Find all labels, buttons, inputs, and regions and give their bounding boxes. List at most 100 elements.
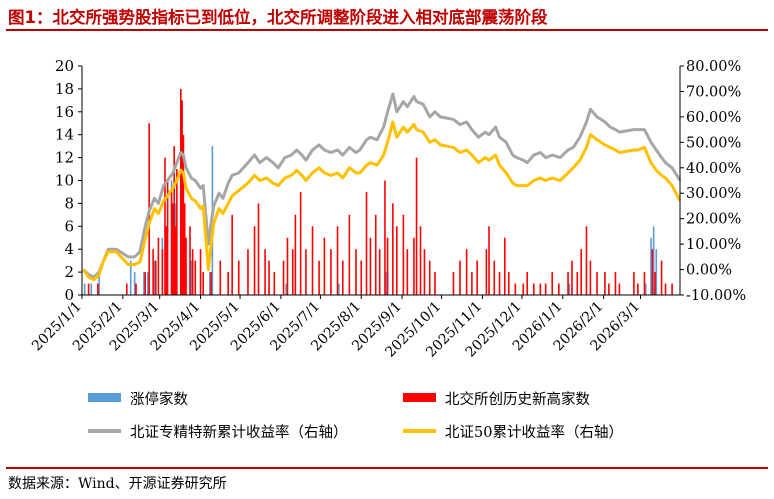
bar <box>323 237 326 295</box>
bar <box>644 283 647 295</box>
y-left-tick-label: 6 <box>64 217 74 235</box>
bar <box>571 260 573 295</box>
bar <box>285 283 287 295</box>
bar <box>185 237 187 295</box>
bar <box>633 272 635 295</box>
bar <box>576 272 579 295</box>
bar <box>618 283 621 295</box>
bar <box>83 283 86 295</box>
bar <box>452 272 455 295</box>
bar <box>532 283 535 295</box>
title-divider <box>6 29 768 31</box>
bar <box>336 226 339 295</box>
y-right-tick-label: 10.00% <box>686 237 741 253</box>
y-right-tick-label: -10.00% <box>686 288 746 304</box>
y-left-tick-label: 18 <box>55 80 74 98</box>
bar <box>342 260 344 295</box>
bar <box>125 283 128 295</box>
bar <box>459 260 461 295</box>
bar <box>385 272 388 295</box>
line-series-group <box>82 92 682 282</box>
bar <box>355 249 357 295</box>
bar <box>135 283 137 295</box>
y-left-tick-label: 2 <box>64 263 74 281</box>
bar <box>190 260 193 295</box>
legend-label-up-limit: 涨停家数 <box>130 392 188 408</box>
y-left-tick-label: 14 <box>55 126 74 144</box>
bar <box>286 237 289 295</box>
bar <box>589 260 592 295</box>
bar <box>374 214 377 295</box>
legend-swatch-specialized-index <box>88 429 121 433</box>
bar <box>133 272 136 295</box>
bar <box>493 260 496 295</box>
bar <box>413 237 415 295</box>
y-left-tick-label: 20 <box>55 57 74 75</box>
legend-label-bj50: 北证50累计收益率（右轴） <box>445 425 623 441</box>
bar <box>189 226 191 295</box>
bar <box>522 283 525 295</box>
y-right-tick-label: 60.00% <box>686 110 741 126</box>
bar <box>219 260 222 295</box>
bar <box>253 226 256 295</box>
bar <box>191 249 194 295</box>
chart-canvas: 0 2 4 6 8 10 12 14 16 18 20 -10.00% 0.00% 10.00% 20.00… <box>29 57 746 361</box>
bar <box>660 260 663 295</box>
bar <box>291 249 294 295</box>
bar <box>348 214 351 295</box>
bar <box>153 260 156 295</box>
bar <box>161 249 164 295</box>
legend-swatch-up-limit <box>88 393 121 402</box>
y-right-tick-label: 30.00% <box>686 186 741 202</box>
legend-label-specialized-index: 北证专精特新累计收益率（右轴） <box>130 425 348 441</box>
y-left-tick-label: 10 <box>55 172 74 190</box>
bar <box>526 272 529 295</box>
bar <box>504 237 506 295</box>
bar <box>671 283 673 295</box>
bar <box>208 272 211 295</box>
bar <box>604 272 606 295</box>
y-left-tick-label: 4 <box>64 240 74 258</box>
bar <box>202 272 204 295</box>
y-right-tick-label: 70.00% <box>686 84 741 100</box>
bar <box>210 272 212 295</box>
bar <box>305 249 307 295</box>
bar <box>97 283 99 295</box>
bar <box>423 249 426 295</box>
bar <box>544 283 547 295</box>
legend-swatch-bj50 <box>403 429 436 433</box>
y-right-tick-label: 80.00% <box>686 59 741 75</box>
bar <box>165 226 168 295</box>
bar <box>485 249 488 295</box>
bar <box>273 272 276 295</box>
bar <box>181 100 183 295</box>
bar <box>396 226 398 295</box>
bar <box>194 260 197 295</box>
bar <box>498 272 501 295</box>
bar <box>237 260 240 295</box>
bar <box>596 272 598 295</box>
bar <box>378 249 381 295</box>
axes-group: 0 2 4 6 8 10 12 14 16 18 20 -10.00% 0.00% 10.00% 20.00… <box>29 57 746 361</box>
bar <box>567 272 569 295</box>
y-right-tick-label: 50.00% <box>686 135 741 151</box>
bar <box>174 226 177 295</box>
bar <box>585 226 588 295</box>
bar <box>176 169 178 295</box>
bar <box>655 249 658 295</box>
bar <box>580 249 583 295</box>
bar <box>651 249 654 295</box>
bar <box>87 283 90 295</box>
bar <box>338 283 340 295</box>
legend-label-new-high: 北交所创历史新高家数 <box>445 392 590 408</box>
bar <box>164 157 166 295</box>
bar <box>172 203 174 295</box>
bar <box>384 180 386 295</box>
y-left-tick-label: 16 <box>55 103 74 121</box>
y-right-tick-label: 20.00% <box>686 212 741 228</box>
bar <box>386 237 389 295</box>
y-left-tick-label: 12 <box>55 149 74 167</box>
bar <box>231 214 233 295</box>
bar <box>652 226 655 295</box>
bar <box>247 249 249 295</box>
